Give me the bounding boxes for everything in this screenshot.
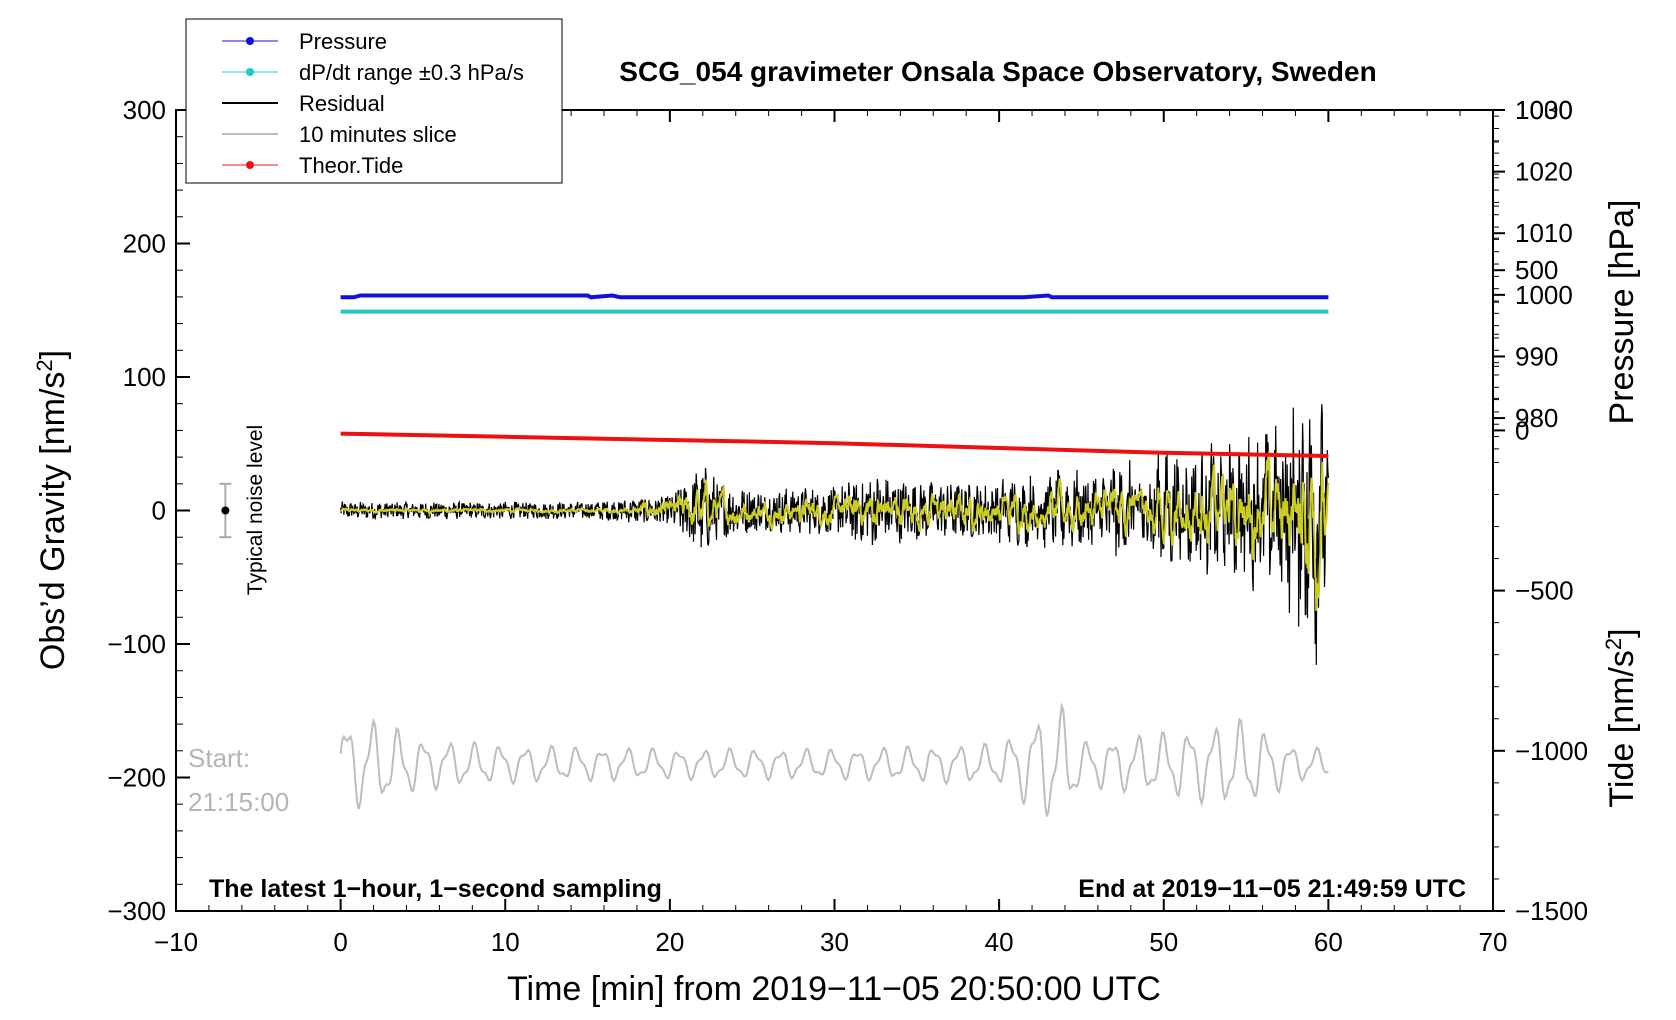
pressure-tick-label: 1030 [1515,95,1573,125]
series-slice [339,702,1329,817]
y-tick-label: 0 [152,496,166,526]
tide-tick-label: 1000 [1515,95,1573,125]
y-axis-label-tide-text: Tide [nm/s [1603,650,1641,807]
tide-tick-label: −1000 [1515,736,1588,766]
legend-marker [246,161,254,169]
x-tick-label: 20 [655,927,684,957]
y-axis-label-tide-exp: 2 [1601,638,1626,650]
x-tick-label: 60 [1314,927,1343,957]
y-tick-label: −100 [107,629,166,659]
pressure-tick-label: 1000 [1515,280,1573,310]
tide-tick-label: 0 [1515,415,1529,445]
legend-box [185,18,563,184]
series-pressure [340,293,1329,300]
start-label: Start: [188,743,250,773]
y-axis-pressure: 1030 1020 1010 1000 990 980 [1493,95,1573,450]
start-time: 21:15:00 [188,787,289,817]
series-tide [340,431,1329,458]
series-residual [340,404,1329,666]
chart-title: SCG_054 gravimeter Onsala Space Observat… [619,56,1376,87]
x-tick-label: 50 [1149,927,1178,957]
x-axis-label: Time [min] from 2019−11−05 20:50:00 UTC [507,970,1161,1008]
legend-label: Pressure [299,29,387,54]
pressure-tick-label: 990 [1515,341,1558,371]
legend-marker [246,68,254,76]
x-tick-label: −10 [154,927,198,957]
x-tick-label: 40 [985,927,1014,957]
x-tick-label: 30 [820,927,849,957]
y-axis-label-left-text: Obs’d Gravity [nm/s [34,372,72,671]
x-tick-label: 70 [1479,927,1508,957]
y-tick-label: −300 [107,896,166,926]
y-axis-label-tide-close: ] [1603,628,1641,637]
pressure-tick-label: 1020 [1515,157,1573,187]
x-axis: −10 0 10 20 30 40 50 60 70 [154,110,1508,957]
bottom-right-note: End at 2019−11−05 21:49:59 UTC [1078,875,1466,903]
pressure-tick-label: 1010 [1515,218,1573,248]
y-axis-label-left-close: ] [34,350,72,359]
legend-label: Residual [299,91,385,116]
legend-items: Pressure dP/dt range ±0.3 hPa/s Residual 10… [222,29,524,178]
y-tick-label: 100 [123,362,166,392]
series-residual-filtered [340,451,1330,611]
y-axis-label-left: Obs’d Gravity [nm/s2] [32,350,73,670]
y-axis-label-tide: Tide [nm/s2] [1601,628,1642,807]
legend-marker [246,37,254,45]
legend-label: Theor.Tide [299,153,403,178]
y-axis-left: 300 200 100 0 −100 −200 −300 [107,95,190,926]
noise-label: Typical noise level [244,425,267,595]
noise-bar-dot [221,506,230,515]
legend-label: 10 minutes slice [299,122,457,147]
x-tick-label: 10 [491,927,520,957]
x-tick-label: 0 [333,927,347,957]
pressure-tick-label: 980 [1515,403,1558,433]
y-tick-label: 300 [123,95,166,125]
y-tick-label: 200 [123,229,166,259]
series-layer [219,293,1330,817]
tide-tick-label: 500 [1515,255,1558,285]
y-axis-label-left-exp: 2 [32,359,57,371]
tide-tick-label: −500 [1515,576,1574,606]
legend: Pressure dP/dt range ±0.3 hPa/s Residual 10… [185,18,563,184]
y-axis-label-pressure: Pressure [hPa] [1603,200,1641,425]
y-tick-label: −200 [107,763,166,793]
bottom-left-note: The latest 1−hour, 1−second sampling [209,875,662,903]
tide-tick-label: −1500 [1515,896,1588,926]
legend-label: dP/dt range ±0.3 hPa/s [299,60,524,85]
